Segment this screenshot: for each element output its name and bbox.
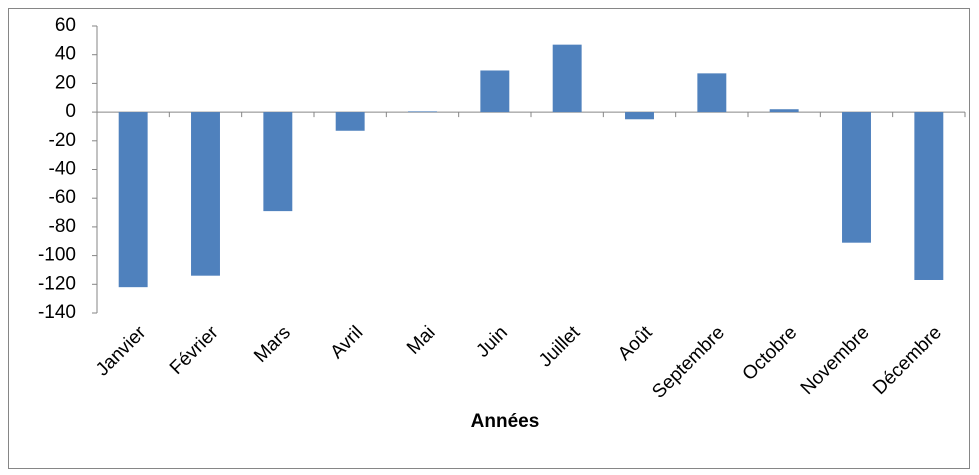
bar xyxy=(335,112,365,131)
chart-border xyxy=(8,8,970,469)
bar xyxy=(842,112,871,243)
x-tick-label: Septembre xyxy=(648,322,729,403)
x-tick-label: Janvier xyxy=(92,322,151,381)
bar xyxy=(118,112,148,288)
bar xyxy=(263,112,293,212)
y-tick-label: -20 xyxy=(49,130,76,151)
bar xyxy=(625,112,654,120)
bar xyxy=(191,112,220,276)
y-tick-label: -80 xyxy=(49,216,76,237)
y-tick-label: 20 xyxy=(55,72,76,93)
x-tick-label: Août xyxy=(614,322,657,365)
bar xyxy=(914,112,944,280)
y-tick-label: -120 xyxy=(38,273,76,294)
x-tick-label: Décembre xyxy=(869,322,946,399)
x-tick-label: Mai xyxy=(403,322,440,359)
y-tick-label: -60 xyxy=(49,187,76,208)
x-tick-label: Février xyxy=(166,322,223,379)
x-tick-label: Juillet xyxy=(535,322,585,372)
y-tick-label: 0 xyxy=(65,101,76,122)
y-tick-label: -100 xyxy=(38,245,76,266)
y-tick-label: -40 xyxy=(49,159,76,180)
bar xyxy=(697,73,727,113)
x-tick-label: Novembre xyxy=(797,322,874,399)
x-axis-label: Années xyxy=(471,411,540,432)
bar xyxy=(480,70,510,113)
bar xyxy=(769,109,799,113)
bar xyxy=(408,111,437,113)
bar xyxy=(552,44,582,113)
y-tick-label: 60 xyxy=(55,15,76,36)
x-tick-label: Juin xyxy=(472,322,511,361)
x-tick-label: Octobre xyxy=(739,322,802,385)
x-tick-label: Avril xyxy=(327,322,368,363)
x-tick-label: Mars xyxy=(250,322,295,367)
y-tick-label: -140 xyxy=(38,302,76,323)
y-tick-label: 40 xyxy=(55,44,76,65)
